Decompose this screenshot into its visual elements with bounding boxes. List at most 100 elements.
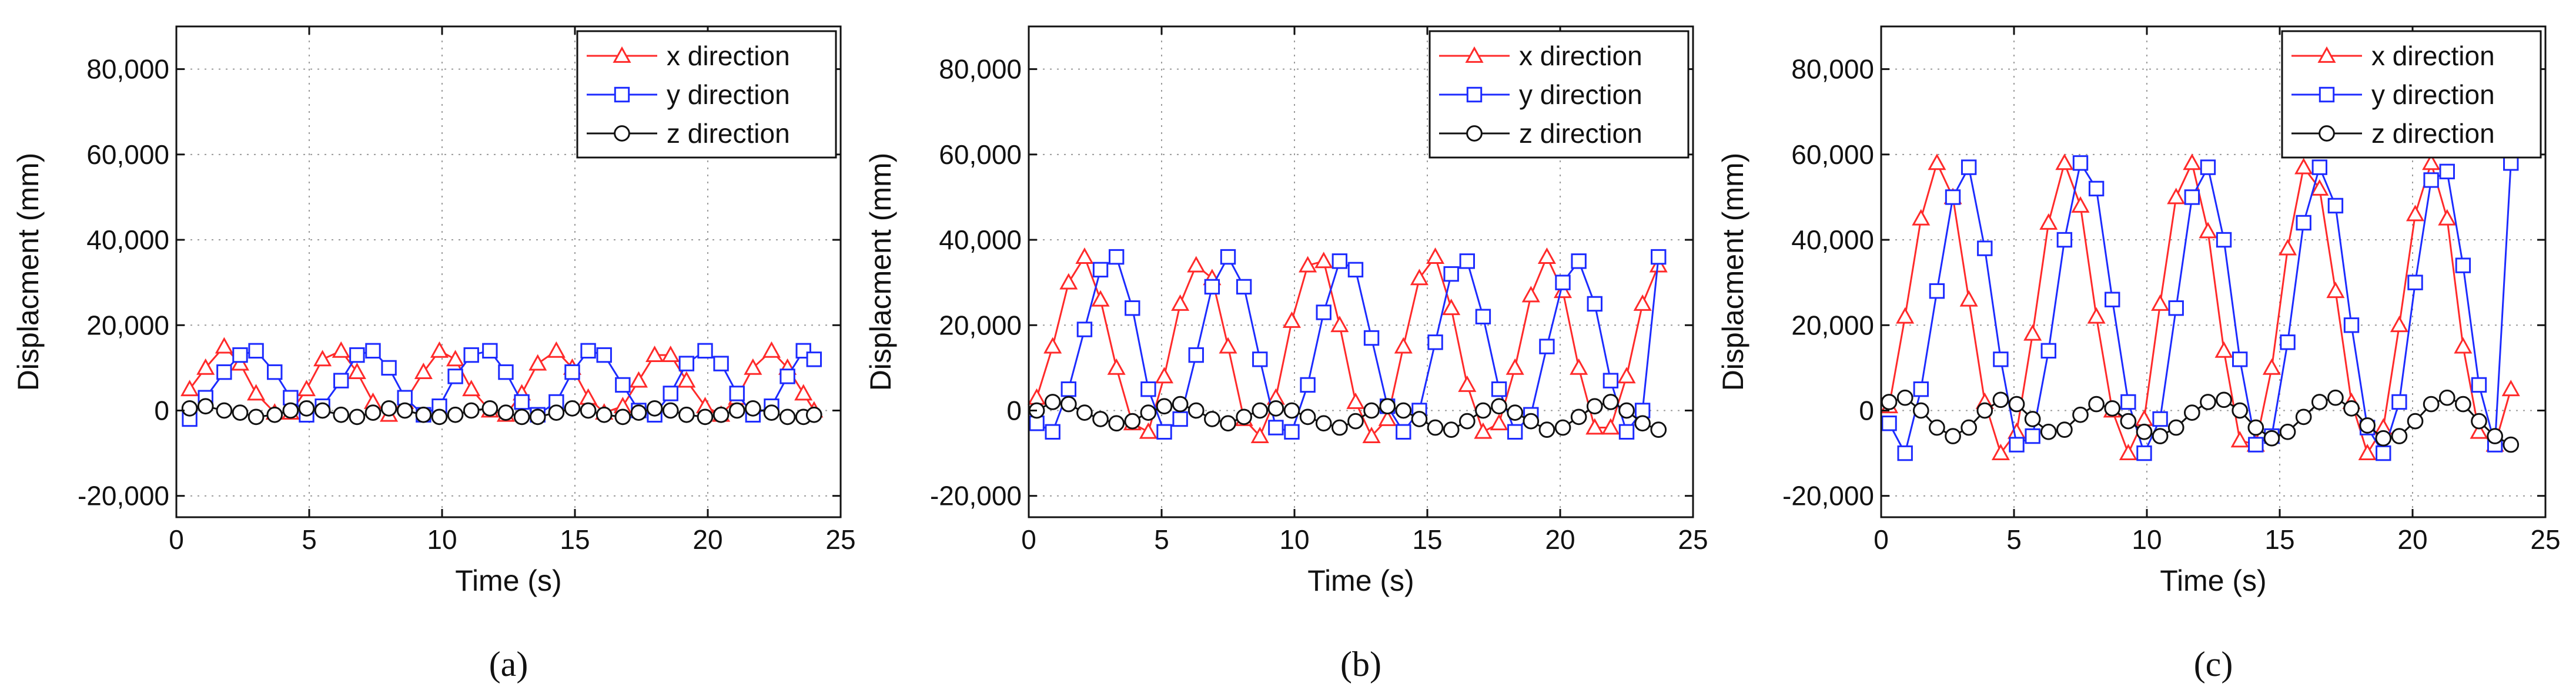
data-point-square	[1651, 249, 1667, 265]
data-point-triangle	[247, 384, 266, 401]
data-point-square	[2136, 445, 2152, 461]
legend-entry: z direction	[587, 118, 790, 149]
data-point-triangle	[1250, 426, 1269, 443]
data-point-circle	[712, 406, 730, 423]
data-point-triangle	[1458, 375, 1477, 392]
data-point-triangle	[1521, 286, 1540, 303]
data-point-circle	[1634, 415, 1651, 432]
data-point-square	[1897, 445, 1913, 461]
data-point-triangle	[1633, 294, 1652, 311]
data-point-square	[2391, 394, 2407, 410]
x-axis-label: Time (s)	[2160, 564, 2266, 597]
data-point-square	[1156, 424, 1172, 440]
data-point-triangle	[1378, 409, 1397, 426]
data-point-square	[1076, 321, 1093, 337]
data-point-triangle	[2199, 222, 2217, 239]
data-point-square	[2232, 351, 2248, 367]
data-point-triangle	[2326, 282, 2345, 299]
data-point-square	[1300, 377, 1316, 393]
y-tick-label: 40,000	[1791, 225, 1874, 255]
data-point-triangle	[462, 380, 481, 397]
data-point-square	[2152, 411, 2168, 427]
y-tick-label: 60,000	[1791, 139, 1874, 170]
data-point-triangle	[629, 371, 648, 388]
data-point-triangle	[2279, 239, 2297, 256]
data-point-triangle	[1426, 247, 1445, 264]
y-tick-label: 0	[154, 395, 169, 426]
data-point-circle	[1912, 402, 1929, 419]
data-point-circle	[1650, 421, 1667, 438]
data-point-triangle	[2310, 179, 2329, 196]
data-point-triangle	[645, 345, 664, 362]
data-point-triangle	[1299, 256, 1317, 273]
data-point-circle	[1124, 413, 1141, 430]
data-point-circle	[1411, 411, 1428, 427]
data-point-square	[2280, 334, 2296, 350]
legend-entry: x direction	[1439, 41, 1642, 71]
data-point-circle	[1554, 419, 1571, 436]
data-point-circle	[1976, 402, 1993, 419]
data-point-square	[564, 364, 580, 380]
data-point-circle	[1092, 411, 1109, 427]
data-point-square	[2471, 377, 2487, 393]
data-point-square	[482, 343, 498, 359]
data-point-square	[2040, 343, 2056, 359]
legend-marker	[1466, 86, 1483, 103]
data-point-triangle	[313, 350, 332, 367]
data-point-triangle	[1282, 311, 1302, 328]
legend-label: x direction	[667, 41, 790, 71]
data-point-triangle	[196, 358, 215, 375]
data-point-triangle	[2294, 158, 2313, 175]
data-point-triangle	[2422, 153, 2441, 170]
data-point-triangle	[1442, 299, 1461, 316]
data-point-circle	[1443, 421, 1460, 438]
data-point-square	[2327, 197, 2344, 214]
legend: x direction y direction z direction	[2281, 30, 2542, 159]
data-point-square	[1603, 373, 1619, 388]
data-point-circle	[2343, 400, 2360, 417]
legend-entry: z direction	[2291, 118, 2495, 149]
data-point-circle	[298, 400, 315, 417]
data-point-square	[381, 360, 397, 376]
series-z-direction	[1028, 394, 1667, 438]
data-point-triangle	[1171, 294, 1190, 311]
data-point-triangle	[1537, 247, 1556, 264]
data-point-triangle	[2214, 341, 2233, 358]
legend: x direction y direction z direction	[1428, 30, 1690, 159]
data-point-square	[1268, 420, 1284, 436]
data-point-circle	[1299, 408, 1316, 426]
data-point-circle	[2487, 428, 2503, 444]
y-tick-label: 80,000	[86, 54, 169, 85]
data-point-circle	[2279, 423, 2296, 440]
x-tick-label: 5	[2006, 524, 2022, 555]
data-point-circle	[697, 408, 714, 426]
data-point-circle	[2024, 411, 2041, 427]
data-point-triangle	[180, 380, 199, 397]
data-point-triangle	[2390, 316, 2408, 333]
data-point-circle	[364, 404, 382, 421]
series-x-direction	[1028, 247, 1668, 443]
data-point-square	[1571, 253, 1587, 269]
data-point-circle	[380, 400, 397, 417]
data-point-circle	[396, 402, 413, 419]
y-tick-label: 20,000	[86, 310, 169, 340]
x-tick-label: 10	[427, 524, 457, 555]
axis-frame	[1028, 25, 1694, 518]
y-axis-label: Displacment (mm)	[1717, 153, 1749, 391]
data-point-square	[1913, 381, 1929, 397]
data-point-square	[2009, 437, 2025, 453]
legend-marker	[1466, 125, 1483, 142]
data-point-circle	[1331, 419, 1348, 436]
data-point-circle	[1044, 394, 1061, 410]
data-point-square	[1945, 189, 1961, 205]
series-z-direction	[1881, 389, 2520, 453]
data-point-square	[1125, 300, 1140, 316]
data-point-circle	[481, 400, 499, 417]
data-point-square	[2168, 300, 2184, 316]
data-point-circle	[1379, 398, 1396, 415]
data-point-square	[2376, 445, 2391, 461]
x-tick-label: 20	[2397, 524, 2427, 555]
data-point-triangle	[1959, 290, 1978, 307]
data-point-square	[1204, 279, 1220, 295]
